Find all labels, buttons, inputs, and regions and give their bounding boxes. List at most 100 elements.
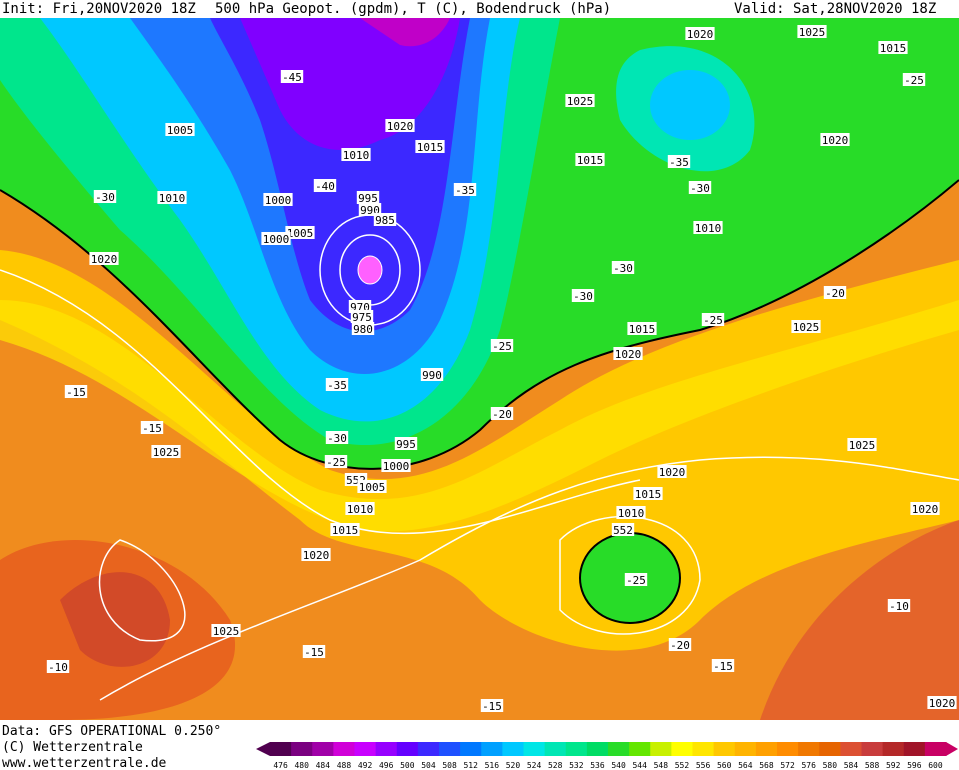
label-box xyxy=(611,523,635,536)
label-box xyxy=(356,191,380,204)
colorbar-swatch xyxy=(840,742,862,756)
colorbar-label: 512 xyxy=(463,761,478,770)
contour-label: 1025 xyxy=(849,439,876,452)
label-box xyxy=(325,431,349,444)
data-source: Data: GFS OPERATIONAL 0.250° xyxy=(2,724,221,739)
contour-label: 1020 xyxy=(912,503,939,516)
contour-label: -25 xyxy=(703,314,723,327)
contour-label: 1020 xyxy=(929,697,956,710)
label-box xyxy=(480,699,504,712)
contour-label: 1000 xyxy=(383,460,410,473)
colorbar-swatch xyxy=(502,742,524,756)
colorbar-swatch xyxy=(396,742,419,756)
contour-label: -10 xyxy=(889,600,909,613)
colorbar-label: 536 xyxy=(590,761,605,770)
colorbar-label: 484 xyxy=(316,761,331,770)
label-box xyxy=(571,289,595,302)
label-box xyxy=(575,153,605,166)
colorbar-swatch xyxy=(755,742,778,756)
contour-label: 1000 xyxy=(263,233,290,246)
contour-label: 1005 xyxy=(359,481,386,494)
label-box xyxy=(381,459,411,472)
colorbar-swatch xyxy=(882,742,905,756)
contour-label: 1025 xyxy=(567,95,594,108)
init-time: Init: Fri,20NOV2020 18Z xyxy=(2,1,196,17)
contour-label: 1015 xyxy=(629,323,656,336)
contour-label: 975 xyxy=(352,311,372,324)
colorbar-swatch xyxy=(460,742,482,756)
label-box xyxy=(711,659,735,672)
colorbar-label: 548 xyxy=(654,761,669,770)
colorbar-swatch xyxy=(777,742,799,756)
contour-label: -35 xyxy=(327,379,347,392)
colorbar-label: 552 xyxy=(675,761,690,770)
contour-label: 990 xyxy=(422,369,442,382)
contour-label: -15 xyxy=(482,700,502,713)
label-box xyxy=(301,548,331,561)
colorbar-swatch xyxy=(798,742,820,756)
contour-label: 1010 xyxy=(618,507,645,520)
label-box xyxy=(285,226,315,239)
contour-label: -20 xyxy=(492,408,512,421)
colorbar: 476 480 484 488 492 496 500 504 508 512 516 520 524 5… xyxy=(256,742,958,770)
contour-label: 1010 xyxy=(343,149,370,162)
contour-label: -35 xyxy=(669,156,689,169)
label-box xyxy=(902,73,926,86)
label-box xyxy=(348,300,372,313)
label-box xyxy=(878,41,908,54)
label-box xyxy=(64,385,88,398)
contour-label: -10 xyxy=(48,661,68,674)
label-box xyxy=(261,232,291,245)
label-box xyxy=(668,638,692,651)
colorbar-left-arrow xyxy=(256,742,270,756)
label-box xyxy=(350,310,374,323)
colorbar-swatch xyxy=(439,742,461,756)
colorbar-label: 568 xyxy=(759,761,774,770)
colorbar-label: 504 xyxy=(421,761,436,770)
contour-label: -30 xyxy=(327,432,347,445)
contour-label: 1025 xyxy=(213,625,240,638)
colorbar-label: 540 xyxy=(611,761,626,770)
contour-label: 1020 xyxy=(303,549,330,562)
label-box xyxy=(93,190,117,203)
label-box xyxy=(325,378,349,391)
colorbar-label: 488 xyxy=(337,761,352,770)
colorbar-label: 580 xyxy=(823,761,838,770)
colorbar-label: 600 xyxy=(928,761,943,770)
contour-label: 1010 xyxy=(159,192,186,205)
colorbar-label: 476 xyxy=(273,761,288,770)
colorbar-label: 588 xyxy=(865,761,880,770)
label-box xyxy=(820,133,850,146)
label-box xyxy=(385,119,415,132)
label-box xyxy=(490,339,514,352)
label-box xyxy=(613,347,643,360)
contour-label: -45 xyxy=(282,71,302,84)
contour-label: -30 xyxy=(613,262,633,275)
colorbar-label: 528 xyxy=(548,761,563,770)
label-box xyxy=(667,155,691,168)
colorbar-swatch xyxy=(312,742,334,756)
contour-label: 995 xyxy=(358,192,378,205)
contour-label: 1020 xyxy=(387,120,414,133)
label-box xyxy=(151,445,181,458)
colorbar-swatch xyxy=(291,742,313,756)
contour-label: -30 xyxy=(95,191,115,204)
label-box xyxy=(633,487,663,500)
colorbar-label: 524 xyxy=(527,761,542,770)
label-box xyxy=(165,123,195,136)
contour-label: 1010 xyxy=(695,222,722,235)
label-box xyxy=(394,437,418,450)
colorbar-swatch xyxy=(903,742,926,756)
contour-label: 1005 xyxy=(287,227,314,240)
contour-label: -15 xyxy=(66,386,86,399)
label-box xyxy=(627,322,657,335)
label-box xyxy=(823,286,847,299)
colorbar-swatch xyxy=(417,742,440,756)
contour-label: 1000 xyxy=(265,194,292,207)
label-box xyxy=(693,221,723,234)
label-box xyxy=(89,252,119,265)
valid-time: Valid: Sat,28NOV2020 18Z xyxy=(734,1,936,17)
colorbar-label: 584 xyxy=(844,761,859,770)
colorbar-label: 516 xyxy=(485,761,500,770)
